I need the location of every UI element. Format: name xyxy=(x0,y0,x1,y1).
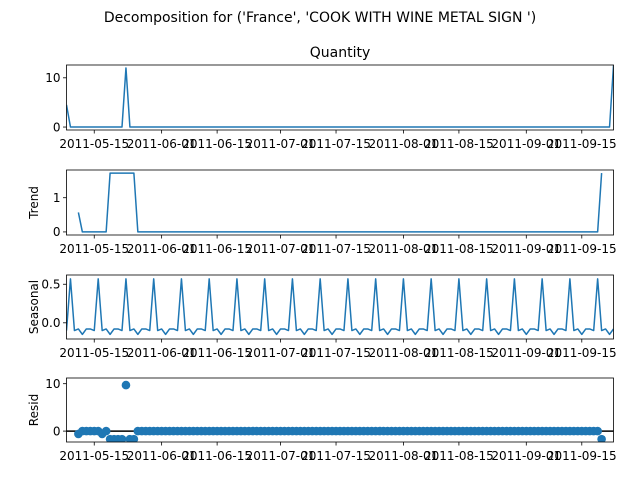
resid-point xyxy=(101,426,111,436)
x-tick-label: 2011-09-01 xyxy=(491,449,561,463)
panel-frame xyxy=(66,64,614,131)
x-tick-label: 2011-08-15 xyxy=(424,242,494,256)
x-tick-label: 2011-09-15 xyxy=(547,449,617,463)
x-tick-label: 2011-08-01 xyxy=(369,137,439,151)
panel-1: 0102011-05-152011-06-012011-06-152011-07… xyxy=(45,45,616,151)
x-tick-label: 2011-06-15 xyxy=(182,137,252,151)
x-tick-label: 2011-06-01 xyxy=(127,242,197,256)
panel-frame xyxy=(66,274,614,340)
x-tick-label: 2011-05-15 xyxy=(59,449,129,463)
y-tick-label: 0 xyxy=(53,225,61,239)
y-axis-label: Seasonal xyxy=(27,280,41,334)
resid-point xyxy=(597,434,606,442)
x-tick-label: 2011-05-15 xyxy=(59,346,129,360)
x-tick-label: 2011-09-15 xyxy=(547,242,617,256)
y-tick-label: 10 xyxy=(45,377,60,391)
panels: 0102011-05-152011-06-012011-06-152011-07… xyxy=(27,45,617,463)
y-tick-label: 0.0 xyxy=(41,316,60,330)
panel-frame xyxy=(66,377,614,443)
panel-3: 0.00.52011-05-152011-06-012011-06-152011… xyxy=(27,274,617,360)
series-line-1 xyxy=(66,65,614,128)
x-tick-label: 2011-07-01 xyxy=(246,346,316,360)
panel-marks xyxy=(66,380,614,442)
x-tick-label: 2011-06-15 xyxy=(182,449,252,463)
series-line-3 xyxy=(66,278,614,336)
x-tick-label: 2011-07-15 xyxy=(301,242,371,256)
resid-point xyxy=(117,434,127,442)
y-tick-label: 0 xyxy=(53,120,61,134)
x-tick-label: 2011-05-15 xyxy=(59,137,129,151)
y-tick-label: 0.5 xyxy=(41,278,60,292)
x-tick-label: 2011-07-01 xyxy=(246,449,316,463)
x-tick-label: 2011-09-01 xyxy=(491,137,561,151)
x-tick-label: 2011-07-15 xyxy=(301,346,371,360)
x-tick-label: 2011-07-15 xyxy=(301,449,371,463)
resid-point xyxy=(593,426,602,436)
panel-2: 012011-05-152011-06-012011-06-152011-07-… xyxy=(27,169,617,256)
panel-title: Quantity xyxy=(310,45,371,61)
x-tick-label: 2011-08-01 xyxy=(369,449,439,463)
x-tick-label: 2011-08-01 xyxy=(369,242,439,256)
panel-marks xyxy=(77,172,603,233)
x-tick-label: 2011-07-01 xyxy=(246,242,316,256)
y-tick-label: 10 xyxy=(45,71,60,85)
x-tick-label: 2011-09-15 xyxy=(547,346,617,360)
series-line-2 xyxy=(77,172,603,233)
x-tick-label: 2011-09-01 xyxy=(491,242,561,256)
y-axis-label: Trend xyxy=(27,186,41,220)
x-tick-label: 2011-08-15 xyxy=(424,137,494,151)
x-tick-label: 2011-07-01 xyxy=(246,137,316,151)
x-tick-label: 2011-06-15 xyxy=(182,346,252,360)
figure-suptitle: Decomposition for ('France', 'COOK WITH … xyxy=(104,10,536,26)
x-tick-label: 2011-06-01 xyxy=(127,449,197,463)
y-tick-label: 1 xyxy=(53,191,61,205)
panel-marks xyxy=(66,65,614,128)
resid-point xyxy=(121,380,131,390)
x-tick-label: 2011-07-15 xyxy=(301,137,371,151)
x-tick-label: 2011-06-01 xyxy=(127,137,197,151)
x-tick-label: 2011-06-15 xyxy=(182,242,252,256)
resid-point xyxy=(129,434,139,442)
panel-frame xyxy=(66,169,614,236)
y-axis-label: Resid xyxy=(27,394,41,426)
x-tick-label: 2011-09-01 xyxy=(491,346,561,360)
panel-marks xyxy=(66,278,614,336)
x-tick-label: 2011-08-15 xyxy=(424,346,494,360)
x-tick-label: 2011-09-15 xyxy=(547,137,617,151)
x-tick-label: 2011-08-01 xyxy=(369,346,439,360)
x-tick-label: 2011-05-15 xyxy=(59,242,129,256)
x-tick-label: 2011-08-15 xyxy=(424,449,494,463)
y-tick-label: 0 xyxy=(53,424,61,438)
x-tick-label: 2011-06-01 xyxy=(127,346,197,360)
panel-4: 0102011-05-152011-06-012011-06-152011-07… xyxy=(27,377,617,463)
